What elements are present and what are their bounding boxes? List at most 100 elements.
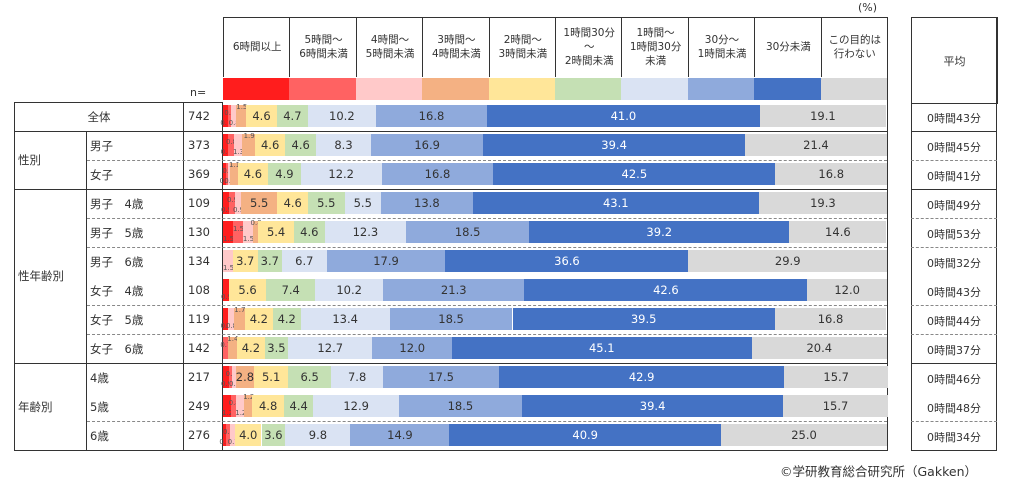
bar-segment-label: 4.0 bbox=[239, 428, 258, 442]
bar-segment-label: 3.5 bbox=[267, 341, 286, 355]
bar-segment bbox=[244, 308, 273, 330]
bar-segment-label: 3.7 bbox=[260, 254, 279, 268]
bar-segment-label: 39.4 bbox=[639, 399, 666, 413]
bar-segment bbox=[268, 163, 301, 185]
bar-segment bbox=[233, 134, 243, 156]
bar-segment bbox=[225, 424, 231, 446]
bar-segment bbox=[315, 279, 383, 301]
bar-segment bbox=[230, 395, 237, 417]
bar-segment bbox=[758, 192, 887, 214]
bar-segment bbox=[324, 221, 407, 243]
bar-segment bbox=[228, 134, 234, 156]
bar-segment-label: 18.5 bbox=[454, 225, 481, 239]
bar-segment-label: 4.6 bbox=[243, 167, 263, 181]
table-border-bottom bbox=[14, 450, 888, 451]
bar-segment-label: 39.2 bbox=[646, 225, 673, 239]
bar-segment bbox=[240, 192, 278, 214]
row-label: 男子 6歳 bbox=[90, 255, 144, 269]
row-average: 0時間41分 bbox=[927, 170, 981, 183]
avg-row-divider bbox=[911, 334, 997, 335]
row-n: 119 bbox=[188, 312, 210, 326]
bar-segment-small-label: 1.5 bbox=[222, 264, 235, 272]
bar-segment-label: 9.8 bbox=[308, 428, 328, 442]
bar-segment-label: 4.6 bbox=[260, 138, 280, 152]
bar-segment-label: 45.1 bbox=[588, 341, 615, 355]
bar-segment bbox=[266, 279, 316, 301]
bar-segment-label: 40.9 bbox=[572, 428, 599, 442]
bar-segment-label: 12.7 bbox=[317, 341, 344, 355]
row-divider bbox=[87, 247, 887, 248]
row-n: 249 bbox=[188, 399, 210, 413]
bar-segment bbox=[372, 337, 453, 359]
bar-segment-small-label: 1.9 bbox=[243, 132, 255, 140]
copyright: ©学研教育総合研究所（Gakken） bbox=[780, 464, 977, 479]
bar-segment bbox=[284, 395, 314, 417]
bar-segment-label: 39.4 bbox=[601, 138, 627, 152]
avg-border-left bbox=[911, 17, 912, 450]
bar-segment-label: 16.8 bbox=[818, 167, 845, 181]
bar-segment-small-label: 0.7 bbox=[220, 119, 232, 127]
bar-segment bbox=[223, 250, 233, 272]
bar-segment-label: 12.0 bbox=[834, 283, 860, 297]
bar-segment bbox=[807, 279, 887, 301]
bar-segment bbox=[233, 308, 245, 330]
bar-segment-label: 18.5 bbox=[447, 399, 474, 413]
bar-segment bbox=[223, 105, 228, 127]
bar-segment bbox=[499, 366, 785, 388]
row-average: 0時間32分 bbox=[927, 257, 981, 270]
avg-row-divider bbox=[911, 247, 997, 248]
bar-segment bbox=[223, 337, 228, 359]
row-label: 女子 bbox=[90, 168, 113, 182]
bar-segment bbox=[223, 424, 226, 446]
bar-segment bbox=[226, 163, 229, 185]
bar-segment-label: 41.0 bbox=[610, 109, 637, 123]
bar-segment bbox=[230, 105, 237, 127]
bar-segment-label: 42.6 bbox=[653, 283, 679, 297]
bar-segment bbox=[285, 424, 351, 446]
bar-segment bbox=[688, 250, 887, 272]
bar-segment-small-label: 0.9 bbox=[220, 380, 233, 388]
legend-header-cell: 2時間～ 3時間未満 bbox=[488, 17, 556, 77]
bar-segment bbox=[381, 192, 473, 214]
bar-segment bbox=[234, 192, 241, 214]
bar-segment-label: 4.9 bbox=[275, 167, 294, 181]
row-n: 134 bbox=[188, 254, 210, 268]
bar-segment-label: 4.2 bbox=[249, 312, 268, 326]
table-border-top bbox=[14, 102, 223, 103]
bar-segment bbox=[230, 163, 238, 185]
row-average: 0時間46分 bbox=[927, 373, 981, 386]
bar-segment bbox=[512, 308, 775, 330]
row-divider bbox=[87, 218, 887, 219]
legend-swatch bbox=[687, 78, 755, 100]
bar-segment-label: 12.2 bbox=[328, 167, 354, 181]
bar-segment-label: 12.9 bbox=[343, 399, 369, 413]
subgroup-border bbox=[86, 131, 87, 189]
legend-header-cell: 4時間～ 5時間未満 bbox=[355, 17, 423, 77]
bar-segment-small-label: 0.8 bbox=[220, 322, 232, 330]
bar-segment bbox=[300, 308, 390, 330]
bar-segment bbox=[288, 337, 373, 359]
bar-segment-label: 5.5 bbox=[317, 196, 336, 210]
bar-segment-small-label: 0.9 bbox=[226, 196, 239, 204]
group-label: 性別 bbox=[18, 153, 41, 167]
row-divider bbox=[87, 334, 887, 335]
bar-segment bbox=[371, 134, 484, 156]
bar-segment bbox=[223, 134, 229, 156]
bar-segment-label: 14.9 bbox=[387, 428, 413, 442]
bar-segment-small-label: 0.3 bbox=[222, 167, 233, 175]
bar-segment bbox=[246, 105, 277, 127]
bar-segment bbox=[331, 366, 383, 388]
bar-segment bbox=[230, 424, 235, 446]
average-header: 平均 bbox=[943, 54, 966, 68]
avg-row-divider bbox=[911, 305, 997, 306]
bar-segment bbox=[300, 163, 382, 185]
bar-segment bbox=[383, 279, 525, 301]
legend-header-cell: この目的は 行わない bbox=[820, 17, 888, 77]
bar-segment bbox=[252, 395, 285, 417]
legend-header-cell: 3時間～ 4時間未満 bbox=[422, 17, 489, 77]
bar-segment bbox=[744, 134, 887, 156]
bar-segment-small-label: 0.9 bbox=[220, 293, 233, 301]
bar-segment-label: 19.1 bbox=[810, 109, 836, 123]
bar-segment-small-label: 1.1 bbox=[228, 161, 241, 169]
avg-group-divider bbox=[911, 363, 997, 364]
